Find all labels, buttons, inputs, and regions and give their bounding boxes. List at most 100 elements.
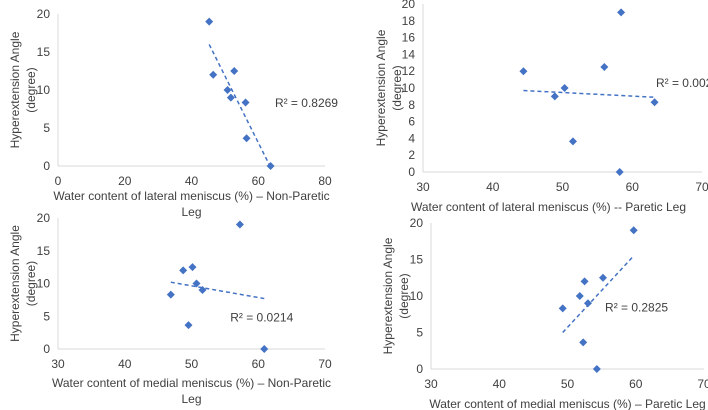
y-tick-label: 5 <box>43 309 50 323</box>
x-tick-label: 60 <box>252 174 266 188</box>
chart-panel-3: 0 5 10 15 20 30 40 50 60 70 Water content of media… <box>8 211 332 406</box>
y-tick-label: 20 <box>402 0 416 11</box>
y-axis-title: (degree) <box>397 273 411 318</box>
data-point <box>592 365 601 373</box>
data-point <box>550 92 559 101</box>
data-point <box>230 67 239 75</box>
trendline <box>208 44 271 167</box>
y-axis-title: Hyperextension Angle <box>381 237 395 354</box>
y-tick-label: 20 <box>37 7 51 21</box>
x-tick-label: 30 <box>424 377 438 391</box>
y-axis-title: (degree) <box>24 261 38 306</box>
data-point <box>226 93 235 102</box>
data-point <box>260 345 269 353</box>
x-tick-label: 40 <box>493 377 507 391</box>
y-tick-label: 4 <box>408 131 415 145</box>
x-tick-label: 70 <box>697 377 708 391</box>
data-point <box>579 338 588 347</box>
data-point <box>205 17 214 26</box>
data-point <box>600 63 609 71</box>
y-tick-label: 10 <box>410 289 424 303</box>
data-point <box>179 266 188 275</box>
data-point <box>558 304 567 313</box>
data-point <box>560 84 569 92</box>
y-tick-label: 10 <box>402 81 416 95</box>
x-tick-label: 60 <box>252 357 266 371</box>
x-tick-label: 30 <box>51 357 65 371</box>
data-point <box>598 273 607 282</box>
trendline <box>523 89 655 98</box>
chart-panel-2: 0 2 4 6 8 10 12 14 16 18 20 30 40 50 60 70 Water content… <box>374 0 708 214</box>
x-axis-title: Water content of medial meniscus (%) – N… <box>52 376 331 390</box>
x-axis-title: Leg <box>181 205 201 219</box>
y-tick-label: 15 <box>37 45 51 59</box>
y-tick-label: 15 <box>410 253 424 267</box>
y-tick-label: 20 <box>37 211 51 225</box>
r-squared-label: R² = 0.0214 <box>230 311 293 325</box>
y-tick-label: 5 <box>43 121 50 135</box>
x-tick-label: 50 <box>556 180 570 194</box>
data-point <box>192 279 201 288</box>
y-axis-title: (degree) <box>24 67 38 112</box>
x-tick-label: 40 <box>486 180 500 194</box>
x-tick-label: 20 <box>118 174 132 188</box>
y-tick-label: 18 <box>402 14 416 28</box>
x-axis-title: Water content of lateral meniscus (%) --… <box>411 200 686 214</box>
x-tick-label: 0 <box>55 174 62 188</box>
y-tick-label: 12 <box>402 64 416 78</box>
y-tick-label: 0 <box>43 342 50 356</box>
y-tick-label: 6 <box>408 115 415 129</box>
x-axis-title: Leg <box>181 392 201 406</box>
data-point <box>580 277 589 286</box>
y-tick-label: 5 <box>416 326 423 340</box>
x-tick-label: 70 <box>318 357 332 371</box>
data-point <box>198 286 207 295</box>
x-tick-label: 40 <box>118 357 132 371</box>
x-axis-title: Water content of lateral meniscus (%) – … <box>53 189 329 203</box>
x-tick-label: 50 <box>561 377 575 391</box>
data-point <box>235 220 244 229</box>
x-tick-label: 60 <box>629 377 643 391</box>
y-tick-label: 8 <box>408 98 415 112</box>
data-point <box>166 290 175 299</box>
y-tick-label: 10 <box>37 83 51 97</box>
data-point <box>617 8 626 17</box>
data-point <box>241 98 250 107</box>
y-axis-title: Hyperextension Angle <box>374 29 388 146</box>
data-point <box>188 263 197 272</box>
y-tick-label: 15 <box>37 244 51 258</box>
chart-panel-4: 0 5 10 15 20 30 40 50 60 70 Water content of media… <box>381 216 708 410</box>
trendline <box>562 255 635 334</box>
x-tick-label: 80 <box>318 174 332 188</box>
x-tick-label: 40 <box>185 174 199 188</box>
data-point <box>519 67 528 76</box>
data-point <box>184 321 193 330</box>
data-point <box>223 86 232 94</box>
y-tick-label: 10 <box>37 277 51 291</box>
y-tick-label: 0 <box>408 165 415 179</box>
data-point <box>242 134 251 143</box>
trendline <box>170 281 265 300</box>
data-point <box>209 70 218 79</box>
x-tick-label: 60 <box>626 180 640 194</box>
y-axis-title: (degree) <box>390 65 404 110</box>
x-tick-label: 70 <box>695 180 708 194</box>
x-tick-label: 30 <box>416 180 430 194</box>
data-point <box>629 226 638 235</box>
data-point <box>266 162 275 170</box>
y-tick-label: 14 <box>402 47 416 61</box>
r-squared-label: R² = 0.2825 <box>605 301 668 315</box>
y-tick-label: 2 <box>408 148 415 162</box>
y-tick-label: 0 <box>43 159 50 173</box>
data-point <box>615 168 624 176</box>
r-squared-label: R² = 0.0022 <box>656 76 708 90</box>
y-axis-title: Hyperextension Angle <box>8 225 22 342</box>
x-tick-label: 50 <box>185 357 199 371</box>
data-point <box>575 292 584 300</box>
data-point <box>583 299 592 308</box>
r-squared-label: R² = 0.8269 <box>275 96 338 110</box>
y-tick-label: 20 <box>410 216 424 230</box>
y-tick-label: 16 <box>402 31 416 45</box>
